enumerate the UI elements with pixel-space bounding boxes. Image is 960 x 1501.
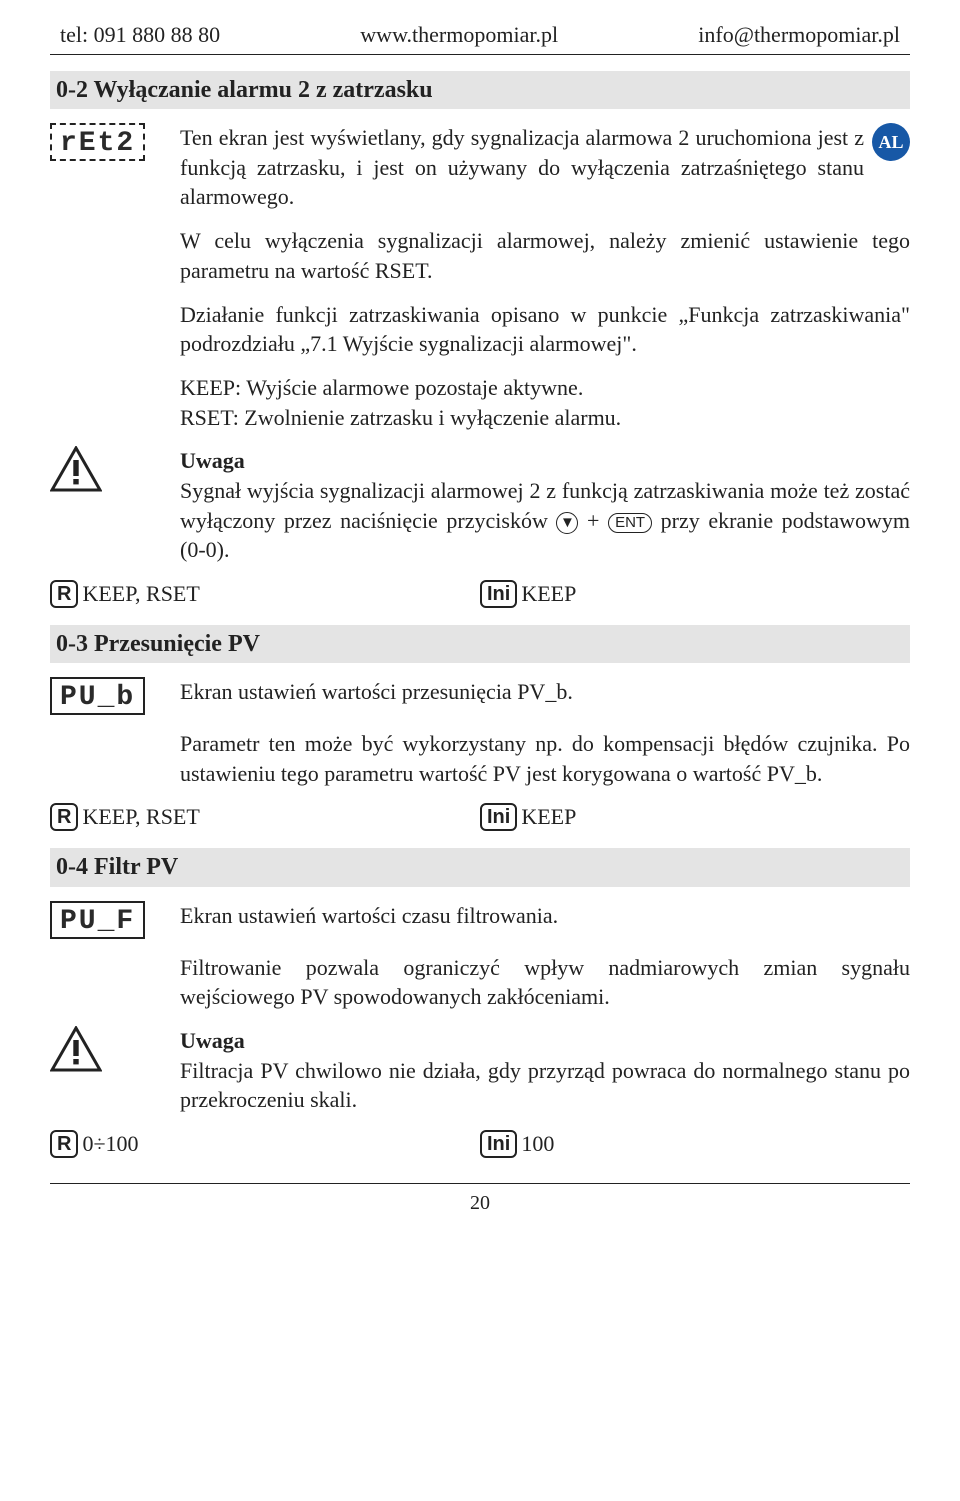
sec03-ini-label: KEEP: [521, 802, 576, 832]
sec04-keyrow: R 0÷100 Ini 100: [50, 1129, 910, 1159]
sec03-range-label: KEEP, RSET: [82, 802, 199, 832]
sec04-p1: Ekran ustawień wartości czasu filtrowani…: [180, 901, 910, 931]
header-email: info@thermopomiar.pl: [698, 20, 900, 50]
sec03-p1: Ekran ustawień wartości przesunięcia PV_…: [180, 677, 910, 707]
sec03-lcd-cell: PU_b: [50, 677, 180, 715]
sec04-p2: Filtrowanie pozwala ograniczyć wpływ nad…: [180, 953, 910, 1012]
sec02-p3: Działanie funkcji zatrzaskiwania opisano…: [180, 300, 910, 359]
sec02-p4b: RSET: Zwolnienie zatrzasku i wyłączenie …: [180, 405, 621, 430]
sec04-ini-label: 100: [521, 1129, 554, 1159]
ini-key-icon: Ini: [480, 1130, 517, 1158]
ini-key-icon: Ini: [480, 580, 517, 608]
header-tel: tel: 091 880 88 80: [60, 20, 220, 50]
r-key-icon: R: [50, 580, 78, 608]
down-key-icon: ▼: [556, 512, 578, 534]
sec04-note-title: Uwaga: [180, 1028, 245, 1053]
sec03-intro-row: PU_b Ekran ustawień wartości przesunięci…: [50, 677, 910, 715]
sec02-ini-label: KEEP: [521, 579, 576, 609]
sec02-p1: Ten ekran jest wyświetlany, gdy sygnaliz…: [180, 123, 864, 212]
sec03-keyrow: R KEEP, RSET Ini KEEP: [50, 802, 910, 832]
sec04-lcd-cell: PU_F: [50, 901, 180, 939]
sec04-intro-row: PU_F Ekran ustawień wartości czasu filtr…: [50, 901, 910, 939]
sec02-note-plus: +: [587, 508, 608, 533]
warning-icon: [50, 1026, 102, 1072]
lcd-ret2-dashed: rEt2: [50, 123, 145, 161]
ini-key-icon: Ini: [480, 803, 517, 831]
sec04-note-text: Filtracja PV chwilowo nie działa, gdy pr…: [180, 1058, 910, 1113]
sec02-intro-row: rEt2 Ten ekran jest wyświetlany, gdy syg…: [50, 123, 910, 212]
sec04-note-row: Uwaga Filtracja PV chwilowo nie działa, …: [50, 1026, 910, 1115]
sec02-p4a: KEEP: Wyjście alarmowe pozostaje aktywne…: [180, 375, 583, 400]
r-key-icon: R: [50, 1130, 78, 1158]
sec02-note-body: Uwaga Sygnał wyjścia sygnalizacji alarmo…: [180, 446, 910, 565]
lcd-puf-text: PU_F: [60, 906, 135, 937]
sec04-warn-cell: [50, 1026, 180, 1072]
sec02-note-row: Uwaga Sygnał wyjścia sygnalizacji alarmo…: [50, 446, 910, 565]
r-key-icon: R: [50, 803, 78, 831]
sec04-note-body: Uwaga Filtracja PV chwilowo nie działa, …: [180, 1026, 910, 1115]
sec02-range-half: R KEEP, RSET: [50, 579, 480, 609]
section-0-2-title: 0-2 Wyłączanie alarmu 2 z zatrzasku: [50, 71, 910, 109]
sec02-keep-rset-lines: KEEP: Wyjście alarmowe pozostaje aktywne…: [180, 373, 910, 432]
page-number: 20: [50, 1183, 910, 1217]
sec04-range-half: R 0÷100: [50, 1129, 480, 1159]
sec03-range-half: R KEEP, RSET: [50, 802, 480, 832]
lcd-pub-solid: PU_b: [50, 677, 145, 715]
sec04-range-label: 0÷100: [82, 1129, 138, 1159]
sec02-p2: W celu wyłączenia sygnalizacji alarmowej…: [180, 226, 910, 285]
sec02-ini-half: Ini KEEP: [480, 579, 910, 609]
section-0-3-title: 0-3 Przesunięcie PV: [50, 625, 910, 663]
lcd-pub-text: PU_b: [60, 682, 135, 713]
sec02-keyrow: R KEEP, RSET Ini KEEP: [50, 579, 910, 609]
sec02-range-label: KEEP, RSET: [82, 579, 199, 609]
sec02-lcd-cell: rEt2: [50, 123, 180, 161]
sec02-warn-cell: [50, 446, 180, 492]
al-badge-icon: AL: [872, 123, 910, 161]
sec02-note-title: Uwaga: [180, 448, 245, 473]
lcd-ret2-text: rEt2: [60, 128, 135, 159]
header-url: www.thermopomiar.pl: [360, 20, 558, 50]
sec04-ini-half: Ini 100: [480, 1129, 910, 1159]
lcd-puf-solid: PU_F: [50, 901, 145, 939]
header-contact: tel: 091 880 88 80 www.thermopomiar.pl i…: [50, 20, 910, 55]
warning-icon: [50, 446, 102, 492]
ent-key-icon: ENT: [608, 513, 652, 533]
section-0-4-title: 0-4 Filtr PV: [50, 848, 910, 886]
sec03-ini-half: Ini KEEP: [480, 802, 910, 832]
sec03-p2: Parametr ten może być wykorzystany np. d…: [180, 729, 910, 788]
